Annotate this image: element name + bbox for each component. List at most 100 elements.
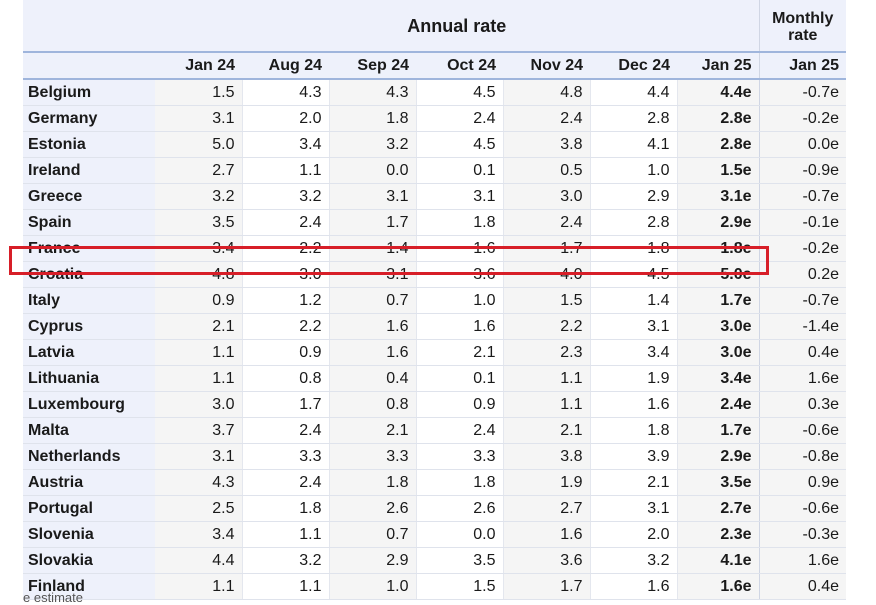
annual-rate-cell: 2.8e [676, 105, 759, 132]
header-month: Dec 24 [590, 52, 677, 80]
annual-rate-cell: 4.4 [589, 79, 677, 106]
annual-rate-cell: 3.6 [502, 547, 590, 574]
country-name: Greece [23, 183, 155, 210]
country-name: Estonia [23, 131, 155, 158]
header-month: Aug 24 [242, 52, 329, 80]
table-row: Lithuania 1.1 0.8 0.4 0.1 1.1 1.9 3.4e 1.6e [23, 365, 846, 392]
annual-rate-cell: 3.6 [415, 261, 503, 288]
annual-rate-cell: 2.6 [415, 495, 503, 522]
annual-rate-cell: 2.4 [241, 417, 329, 444]
annual-rate-cell: 1.0 [415, 287, 503, 314]
annual-rate-cell: 3.1e [676, 183, 759, 210]
annual-rate-cell: 3.0e [676, 313, 759, 340]
group-header-annual: Annual rate [155, 0, 759, 53]
monthly-rate-cell: -0.8e [758, 443, 846, 470]
country-name: Slovenia [23, 521, 155, 548]
annual-rate-cell: 4.1 [589, 131, 677, 158]
annual-rate-cell: 2.8 [589, 209, 677, 236]
annual-rate-cell: 1.1 [502, 391, 590, 418]
monthly-rate-cell: -0.7e [758, 287, 846, 314]
annual-rate-cell: 2.7e [676, 495, 759, 522]
monthly-rate-cell: -0.1e [758, 209, 846, 236]
annual-rate-cell: 3.7 [155, 417, 242, 444]
table-row: Cyprus 2.1 2.2 1.6 1.6 2.2 3.1 3.0e -1.4e [23, 313, 846, 340]
annual-rate-cell: 4.5 [589, 261, 677, 288]
annual-rate-cell: 1.5e [676, 157, 759, 184]
annual-rate-cell: 1.0 [328, 573, 416, 600]
monthly-rate-cell: -0.6e [758, 495, 846, 522]
annual-rate-cell: 3.1 [328, 183, 416, 210]
monthly-rate-cell: 1.6e [758, 365, 846, 392]
annual-rate-cell: 3.2 [241, 183, 329, 210]
country-name: Luxembourg [23, 391, 155, 418]
annual-rate-cell: 0.8 [241, 365, 329, 392]
annual-rate-cell: 0.4 [328, 365, 416, 392]
annual-rate-cell: 4.1e [676, 547, 759, 574]
annual-rate-cell: 2.4 [415, 105, 503, 132]
annual-rate-cell: 3.0 [241, 261, 329, 288]
monthly-rate-cell: -0.3e [758, 521, 846, 548]
monthly-rate-cell: 0.3e [758, 391, 846, 418]
header-month: Sep 24 [329, 52, 416, 80]
annual-rate-cell: 1.7 [502, 235, 590, 262]
annual-rate-cell: 2.3e [676, 521, 759, 548]
annual-rate-cell: 1.6 [589, 573, 677, 600]
annual-rate-cell: 2.8 [589, 105, 677, 132]
table-row: Austria 4.3 2.4 1.8 1.8 1.9 2.1 3.5e 0.9e [23, 469, 846, 496]
annual-rate-cell: 1.7e [676, 417, 759, 444]
annual-rate-cell: 1.4 [589, 287, 677, 314]
inflation-table-container: Annual rate Monthly rate Jan 24 Aug 24 S… [23, 0, 846, 600]
annual-rate-cell: 5.0e [676, 261, 759, 288]
table-row: Finland 1.1 1.1 1.0 1.5 1.7 1.6 1.6e 0.4e [23, 573, 846, 600]
annual-rate-cell: 2.9 [328, 547, 416, 574]
table-row: Germany 3.1 2.0 1.8 2.4 2.4 2.8 2.8e -0.2e [23, 105, 846, 132]
annual-rate-cell: 4.8 [502, 79, 590, 106]
monthly-rate-cell: 0.2e [758, 261, 846, 288]
annual-rate-cell: 1.6 [589, 391, 677, 418]
table-row: Latvia 1.1 0.9 1.6 2.1 2.3 3.4 3.0e 0.4e [23, 339, 846, 366]
annual-rate-cell: 0.7 [328, 287, 416, 314]
annual-rate-cell: 2.8e [676, 131, 759, 158]
table-row: Slovakia 4.4 3.2 2.9 3.5 3.6 3.2 4.1e 1.6e [23, 547, 846, 574]
annual-rate-cell: 1.1 [241, 573, 329, 600]
annual-rate-cell: 3.1 [328, 261, 416, 288]
annual-rate-cell: 1.8 [241, 495, 329, 522]
table-row: France 3.4 2.2 1.4 1.6 1.7 1.8 1.8e -0.2e [23, 235, 846, 262]
annual-rate-cell: 0.8 [328, 391, 416, 418]
monthly-rate-cell: 0.4e [758, 573, 846, 600]
country-name: Finland [23, 573, 155, 600]
annual-rate-cell: 1.7e [676, 287, 759, 314]
monthly-rate-cell: 0.9e [758, 469, 846, 496]
annual-rate-cell: 3.4 [589, 339, 677, 366]
monthly-rate-cell: -0.7e [758, 79, 846, 106]
annual-rate-cell: 5.0 [155, 131, 242, 158]
country-name: Malta [23, 417, 155, 444]
annual-rate-cell: 3.5 [415, 547, 503, 574]
annual-rate-cell: 2.2 [241, 313, 329, 340]
annual-rate-cell: 1.9 [502, 469, 590, 496]
annual-rate-cell: 3.2 [328, 131, 416, 158]
annual-rate-cell: 2.7 [502, 495, 590, 522]
annual-rate-cell: 2.4 [241, 469, 329, 496]
monthly-rate-cell: -0.6e [758, 417, 846, 444]
country-name: Netherlands [23, 443, 155, 470]
country-name: Ireland [23, 157, 155, 184]
table-row: Spain 3.5 2.4 1.7 1.8 2.4 2.8 2.9e -0.1e [23, 209, 846, 236]
annual-rate-cell: 2.5 [155, 495, 242, 522]
annual-rate-cell: 2.1 [328, 417, 416, 444]
annual-rate-cell: 1.8 [328, 469, 416, 496]
annual-rate-cell: 3.0 [502, 183, 590, 210]
annual-rate-cell: 1.7 [328, 209, 416, 236]
annual-rate-cell: 2.0 [241, 105, 329, 132]
annual-rate-cell: 1.1 [241, 521, 329, 548]
table-row: Malta 3.7 2.4 2.1 2.4 2.1 1.8 1.7e -0.6e [23, 417, 846, 444]
annual-rate-cell: 3.5e [676, 469, 759, 496]
annual-rate-cell: 3.3 [328, 443, 416, 470]
annual-rate-cell: 0.1 [415, 365, 503, 392]
annual-rate-cell: 1.8 [328, 105, 416, 132]
annual-rate-cell: 1.6 [502, 521, 590, 548]
country-name: Latvia [23, 339, 155, 366]
country-name: Cyprus [23, 313, 155, 340]
inflation-table: Annual rate Monthly rate Jan 24 Aug 24 S… [23, 0, 846, 600]
annual-rate-cell: 2.3 [502, 339, 590, 366]
